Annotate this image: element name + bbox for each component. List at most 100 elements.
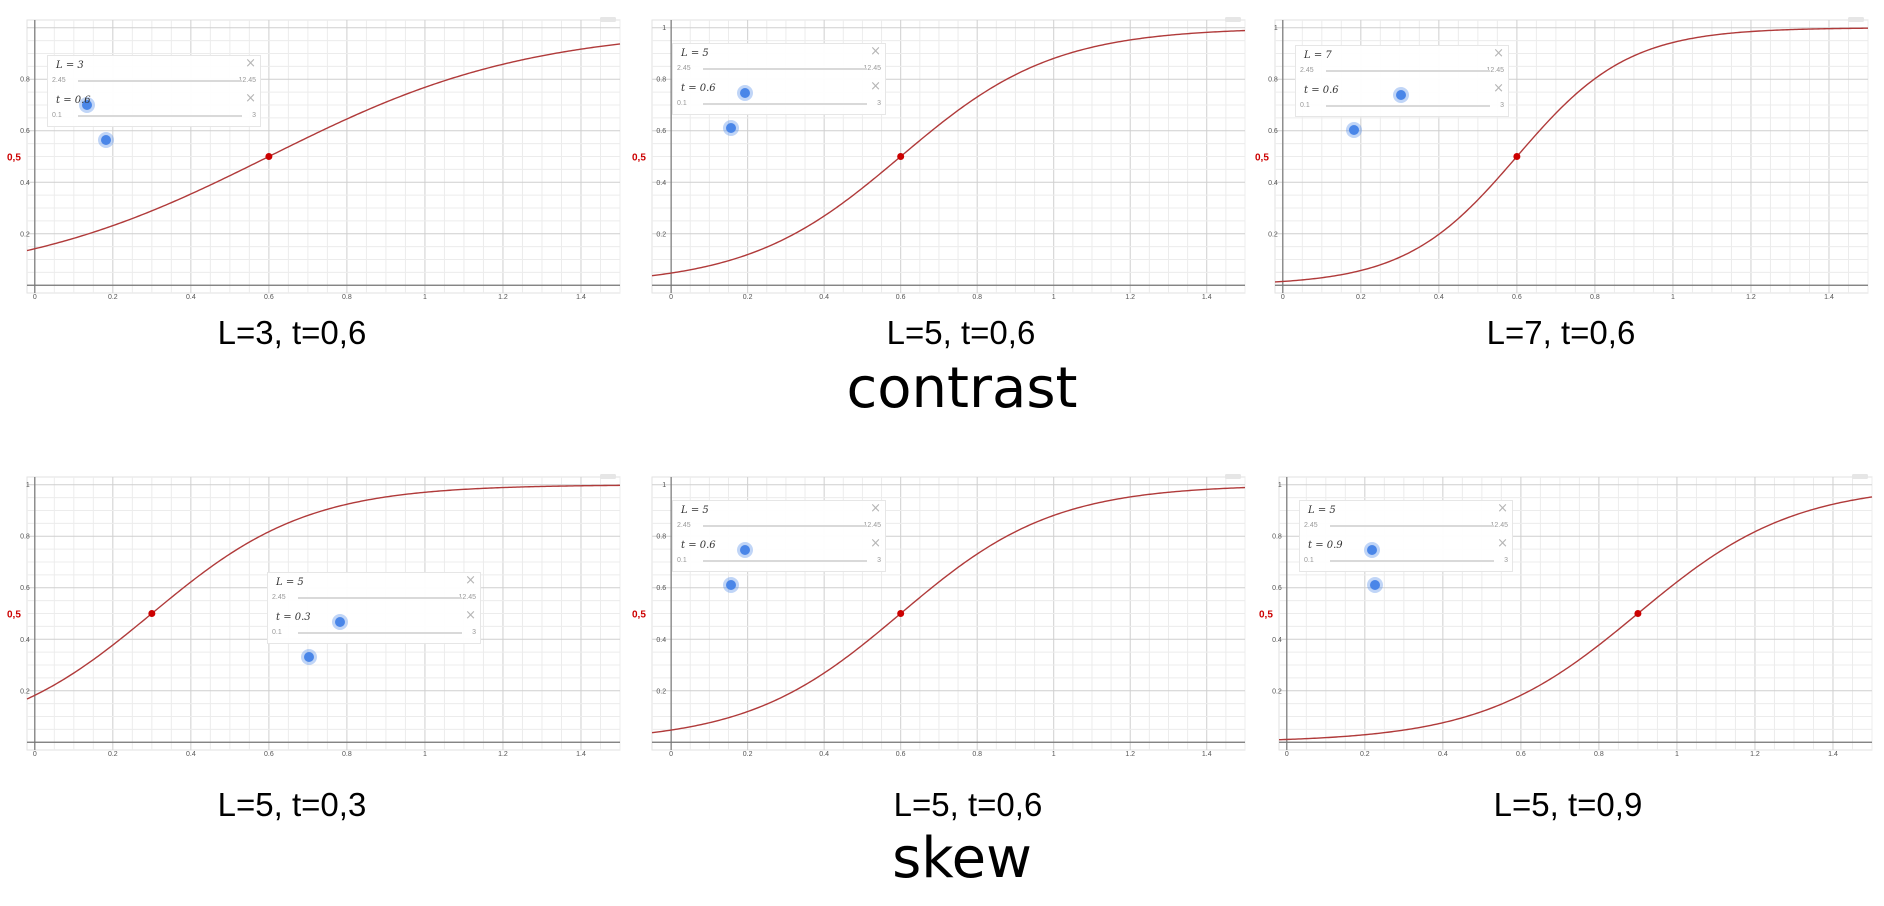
close-icon[interactable]: × xyxy=(870,44,881,59)
series-line xyxy=(651,486,1246,734)
x-tick-label: 0.8 xyxy=(1590,294,1600,300)
y-tick-label: 0.6 xyxy=(20,128,30,135)
x-tick-label: 0.4 xyxy=(1438,751,1448,757)
close-icon[interactable]: × xyxy=(465,573,476,588)
slider-label: L = 3 xyxy=(56,60,84,71)
slider-knob[interactable] xyxy=(101,135,112,145)
slider-knob[interactable] xyxy=(334,617,345,627)
slider-L[interactable]: L = 5 2.45 12.45 × xyxy=(268,573,480,627)
slider-max-label: 12.45 xyxy=(1490,522,1508,529)
slider-knob[interactable] xyxy=(1366,545,1377,555)
close-icon[interactable]: × xyxy=(870,79,881,94)
close-icon[interactable]: × xyxy=(870,536,881,551)
slider-knob[interactable] xyxy=(82,100,93,110)
slider-t[interactable]: t = 0.6 0.1 3 × xyxy=(673,536,885,590)
graph-settings-handle[interactable] xyxy=(1225,474,1241,479)
slider-t[interactable]: t = 0.3 0.1 3 × xyxy=(268,608,480,662)
x-tick-label: 0.2 xyxy=(743,294,753,300)
x-tick-label: 1.4 xyxy=(576,294,586,300)
graph-settings-handle[interactable] xyxy=(1225,17,1241,22)
highlight-point xyxy=(1634,610,1642,617)
highlight-point xyxy=(265,153,273,160)
slider-t[interactable]: t = 0.6 0.1 3 × xyxy=(673,79,885,133)
close-icon[interactable]: × xyxy=(1493,81,1504,96)
y-tick-label: 0.4 xyxy=(1272,637,1282,644)
slider-max-label: 3 xyxy=(877,557,881,564)
slider-track[interactable] xyxy=(703,560,867,590)
slider-L[interactable]: L = 3 2.45 12.45 × xyxy=(48,56,260,110)
x-tick-label: 0.2 xyxy=(1356,294,1366,300)
slider-label: t = 0.3 xyxy=(276,612,311,623)
slider-track[interactable] xyxy=(298,597,462,627)
slider-label: L = 5 xyxy=(276,577,304,588)
x-tick-label: 1.4 xyxy=(1202,751,1212,757)
x-tick-label: 0 xyxy=(669,751,673,757)
slider-max-label: 3 xyxy=(472,629,476,636)
slider-label: L = 5 xyxy=(681,48,709,59)
slider-knob[interactable] xyxy=(739,545,750,555)
slider-label: L = 5 xyxy=(681,505,709,516)
x-tick-label: 0.8 xyxy=(342,294,352,300)
slider-max-label: 12.45 xyxy=(458,594,476,601)
slider-L[interactable]: L = 5 2.45 12.45 × xyxy=(673,44,885,98)
x-tick-label: 1.2 xyxy=(1746,294,1756,300)
slider-L[interactable]: L = 7 2.45 12.45 × xyxy=(1296,46,1508,100)
slider-knob[interactable] xyxy=(726,580,737,590)
highlight-point xyxy=(148,610,156,617)
y-tick-label: 1 xyxy=(1274,25,1278,32)
series-line xyxy=(1274,27,1869,283)
highlight-point xyxy=(897,610,905,617)
slider-panel: L = 5 2.45 12.45 × t = 0.9 0.1 3 × xyxy=(1299,500,1513,590)
slider-max-label: 12.45 xyxy=(863,65,881,72)
slider-track[interactable] xyxy=(703,103,867,133)
slider-knob[interactable] xyxy=(304,652,315,662)
slider-track[interactable] xyxy=(1326,70,1490,100)
slider-knob[interactable] xyxy=(726,123,737,133)
chart-panel-4: 0 0.2 0.4 0.6 0.8 1 1.2 1.4 0.2 0.4 0.6 0.8 1 0,5 L = … xyxy=(5,472,625,757)
graph-settings-handle[interactable] xyxy=(600,474,616,479)
slider-knob[interactable] xyxy=(1395,90,1406,100)
highlight-y-label: 0,5 xyxy=(1259,610,1273,621)
graph-settings-handle[interactable] xyxy=(1848,17,1864,22)
close-icon[interactable]: × xyxy=(870,501,881,516)
close-icon[interactable]: × xyxy=(1493,46,1504,61)
slider-knob[interactable] xyxy=(1370,580,1381,590)
graph-settings-handle[interactable] xyxy=(600,17,616,22)
x-tick-label: 0.2 xyxy=(1360,751,1370,757)
slider-track[interactable] xyxy=(703,68,867,98)
slider-knob[interactable] xyxy=(1349,125,1360,135)
chart-panel-3: 0 0.2 0.4 0.6 0.8 1 1.2 1.4 0.2 0.4 0.6 0.8 1 0,5 L = … xyxy=(1253,15,1873,300)
slider-track[interactable] xyxy=(298,632,462,662)
slider-t[interactable]: t = 0.6 0.1 3 × xyxy=(1296,81,1508,135)
close-icon[interactable]: × xyxy=(245,91,256,106)
slider-track[interactable] xyxy=(1330,525,1494,555)
slider-knob[interactable] xyxy=(739,88,750,98)
slider-label: t = 0.6 xyxy=(56,95,91,106)
highlight-y-label: 0,5 xyxy=(632,610,646,621)
slider-t[interactable]: t = 0.9 0.1 3 × xyxy=(1300,536,1512,590)
section-title-skew: skew xyxy=(892,826,1032,891)
slider-track[interactable] xyxy=(1326,105,1490,135)
slider-track[interactable] xyxy=(78,115,242,145)
series-line xyxy=(26,484,621,700)
close-icon[interactable]: × xyxy=(1497,501,1508,516)
close-icon[interactable]: × xyxy=(1497,536,1508,551)
slider-L[interactable]: L = 5 2.45 12.45 × xyxy=(1300,501,1512,555)
graph-settings-handle[interactable] xyxy=(1852,474,1868,479)
slider-L[interactable]: L = 5 2.45 12.45 × xyxy=(673,501,885,555)
x-tick-label: 1.2 xyxy=(498,751,508,757)
slider-track[interactable] xyxy=(1330,560,1494,590)
slider-t[interactable]: t = 0.6 0.1 3 × xyxy=(48,91,260,145)
y-tick-label: 0.2 xyxy=(20,231,30,238)
caption-2: L=5, t=0,6 xyxy=(886,314,1036,351)
series-line xyxy=(26,43,621,252)
slider-track[interactable] xyxy=(703,525,867,555)
close-icon[interactable]: × xyxy=(465,608,476,623)
y-tick-label: 0.8 xyxy=(20,77,30,84)
y-tick-label: 0.6 xyxy=(1268,128,1278,135)
y-tick-label: 0.4 xyxy=(20,637,30,644)
close-icon[interactable]: × xyxy=(245,56,256,71)
x-tick-label: 0.6 xyxy=(1512,294,1522,300)
slider-track[interactable] xyxy=(78,80,242,110)
y-tick-label: 0.4 xyxy=(1268,180,1278,187)
